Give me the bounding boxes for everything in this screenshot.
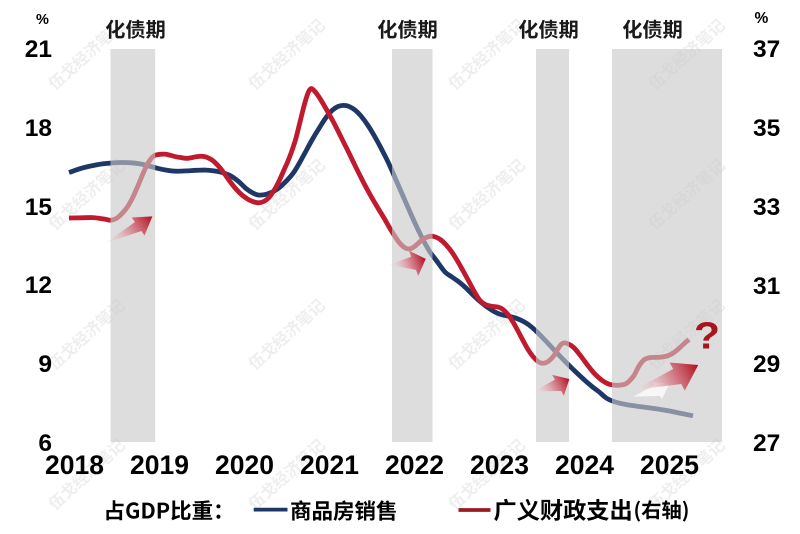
svg-text:?: ?	[694, 314, 720, 357]
